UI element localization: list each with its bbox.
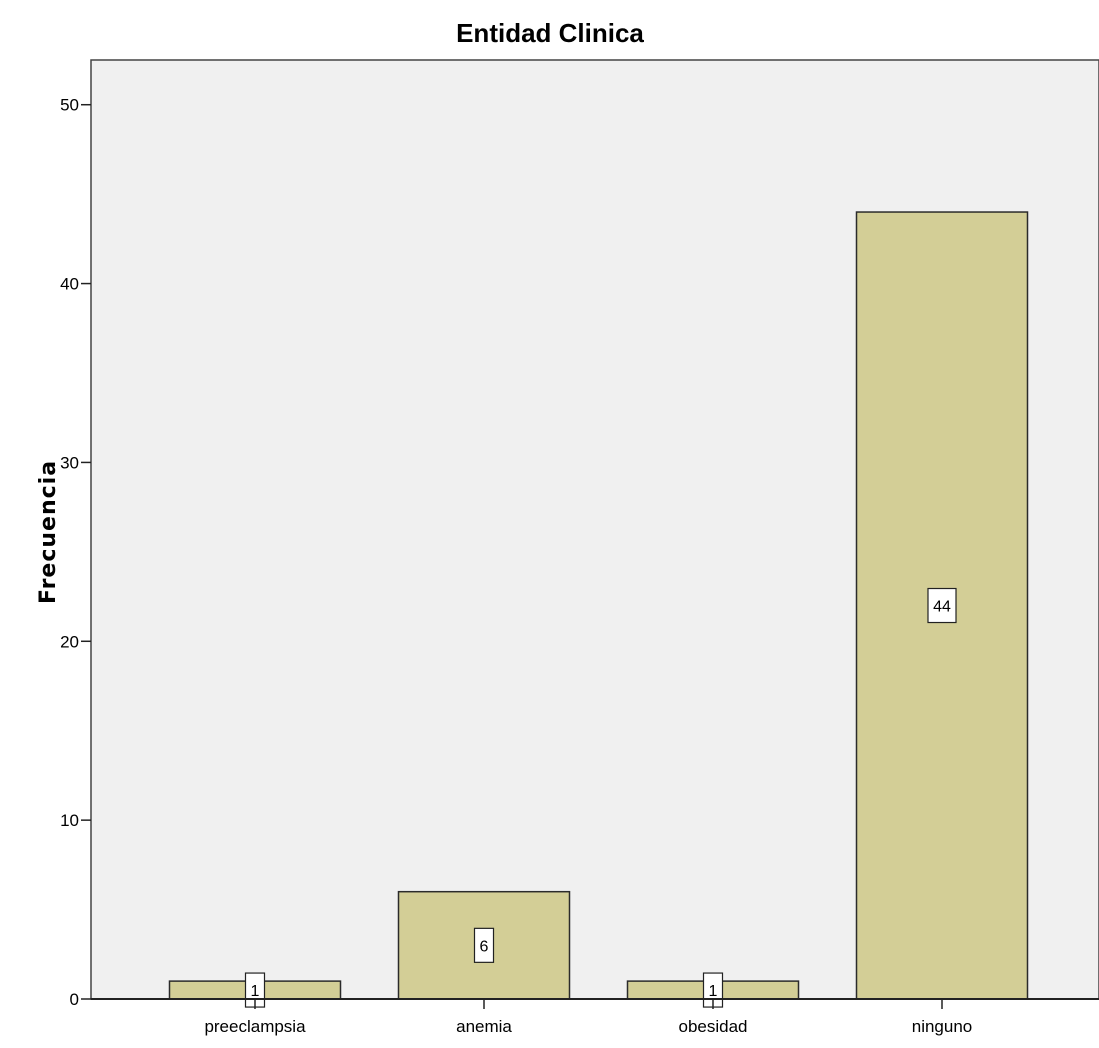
y-tick-label: 10	[60, 811, 79, 830]
data-label: 44	[933, 599, 951, 616]
y-tick-label: 30	[60, 453, 79, 472]
bars: 1 6 1 44	[168, 211, 1029, 1008]
x-tick-label: obesidad	[678, 1017, 747, 1036]
data-label-box	[473, 927, 495, 963]
data-label: 1	[251, 983, 260, 1000]
y-axis-title: Frecuencia	[36, 460, 61, 604]
x-tick-label: ninguno	[912, 1017, 973, 1036]
y-tick-label: 50	[60, 96, 79, 115]
x-axis: preeclampsia anemia obesidad ninguno	[91, 998, 1099, 1036]
chart-title: Entidad Clinica	[456, 18, 644, 48]
y-tick-label: 0	[70, 990, 79, 1009]
x-tick-label: anemia	[456, 1017, 512, 1036]
x-tick-label: preeclampsia	[204, 1017, 306, 1036]
data-label: 1	[709, 983, 718, 1000]
y-axis: 0 10 20 30 40 50	[60, 96, 91, 1009]
y-tick-label: 20	[60, 632, 79, 651]
data-label: 6	[480, 938, 489, 955]
data-label-box	[927, 587, 957, 624]
y-tick-label: 40	[60, 275, 79, 294]
